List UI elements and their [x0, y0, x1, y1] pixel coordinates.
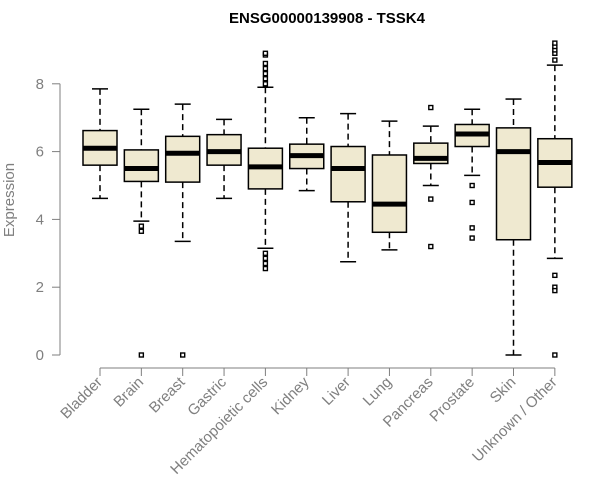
iqr-box [371, 154, 408, 234]
box-unknown-other [537, 40, 573, 358]
outlier-point [262, 255, 269, 262]
outlier-point [428, 196, 434, 202]
outlier-point [262, 250, 269, 257]
outlier-point [138, 223, 145, 229]
outlier-point [552, 287, 558, 294]
box-lung [371, 120, 408, 251]
box-liver [330, 112, 366, 263]
x-tick-label: Prostate [426, 374, 478, 426]
outlier-point [552, 40, 558, 46]
iqr-box [330, 145, 366, 203]
x-tick-label: Breast [146, 373, 189, 416]
y-tick-label: 0 [36, 347, 44, 364]
x-tick-label: Brain [110, 374, 147, 411]
box-gastric [206, 118, 242, 200]
y-tick-label: 6 [36, 144, 44, 161]
y-axis: 0 2 4 6 8 [36, 76, 61, 364]
outlier-point [428, 104, 434, 111]
iqr-box [123, 149, 160, 183]
x-tick-label: Skin [487, 374, 520, 407]
outlier-point [469, 199, 475, 206]
y-tick-label: 8 [36, 76, 44, 93]
x-tick-label: Liver [319, 374, 354, 409]
plot-area [82, 40, 573, 358]
outlier-point [262, 265, 269, 272]
outlier-point [552, 352, 558, 358]
outlier-point [138, 228, 145, 234]
outlier-point [552, 57, 558, 63]
box-bladder [82, 88, 118, 200]
outlier-point [262, 81, 269, 87]
outlier-point [262, 260, 269, 267]
outlier-point [262, 65, 269, 72]
outlier-point [428, 243, 434, 250]
outlier-point [469, 235, 475, 241]
box-pancreas [413, 104, 449, 250]
iqr-box [164, 135, 201, 183]
box-hematopoietic-cells [247, 50, 284, 272]
box-breast [164, 103, 201, 358]
y-tick-label: 2 [36, 279, 44, 296]
outlier-point [262, 70, 269, 77]
outlier-point [469, 225, 475, 231]
y-tick-label: 4 [36, 211, 44, 228]
x-tick-label: Lung [360, 374, 396, 410]
outlier-point [262, 60, 269, 67]
outlier-point [138, 352, 145, 358]
x-tick-label: Bladder [57, 374, 106, 423]
box-skin [495, 98, 532, 356]
chart-title: ENSG00000139908 - TSSK4 [229, 10, 426, 27]
x-tick-label: Kidney [268, 373, 313, 418]
box-prostate [454, 108, 490, 241]
outlier-point [262, 50, 269, 56]
iqr-box [495, 127, 532, 241]
outlier-point [262, 76, 269, 82]
outlier-point [552, 272, 558, 279]
outlier-point [179, 352, 186, 358]
y-axis-label: Expression [1, 163, 18, 237]
outlier-point [469, 182, 475, 189]
box-brain [123, 108, 160, 358]
box-kidney [289, 116, 325, 192]
